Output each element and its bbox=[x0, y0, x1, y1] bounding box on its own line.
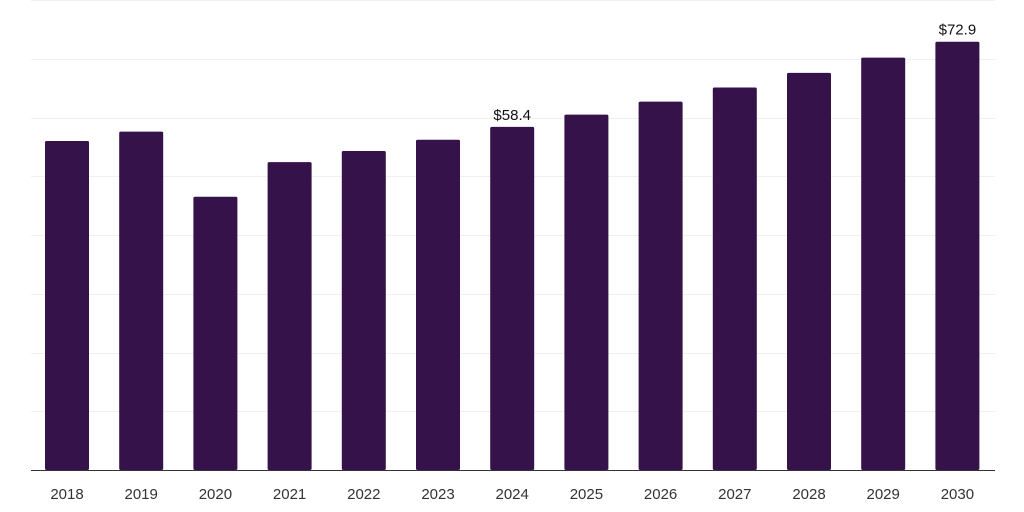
x-tick-label-2024: 2024 bbox=[496, 486, 529, 503]
bar-2024[interactable] bbox=[490, 126, 535, 471]
bars bbox=[45, 41, 980, 471]
data-label-2030: $72.9 bbox=[939, 22, 977, 39]
bar-2027[interactable] bbox=[712, 87, 757, 471]
bar-2029[interactable] bbox=[861, 57, 906, 470]
x-tick-label-2028: 2028 bbox=[792, 486, 825, 503]
bar-2028[interactable] bbox=[787, 72, 831, 471]
data-label-2024: $58.4 bbox=[493, 107, 531, 124]
bar-2025[interactable] bbox=[564, 114, 609, 470]
x-tick-label-2019: 2019 bbox=[125, 486, 158, 503]
bar-2019[interactable] bbox=[119, 131, 164, 470]
x-tick-label-2023: 2023 bbox=[421, 486, 454, 503]
data-labels: $58.4 $72.9 bbox=[493, 22, 976, 124]
bar-2020[interactable] bbox=[193, 196, 238, 471]
bar-2022[interactable] bbox=[341, 151, 386, 470]
x-tick-label-2018: 2018 bbox=[50, 486, 83, 503]
x-tick-label-2027: 2027 bbox=[718, 486, 751, 503]
x-tick-label-2026: 2026 bbox=[644, 486, 677, 503]
x-tick-label-2022: 2022 bbox=[347, 486, 380, 503]
x-tick-label-2030: 2030 bbox=[941, 486, 974, 503]
x-tick-label-2029: 2029 bbox=[867, 486, 900, 503]
x-tick-label-2020: 2020 bbox=[199, 486, 232, 503]
bar-2026[interactable] bbox=[638, 101, 683, 470]
bar-2023[interactable] bbox=[416, 139, 460, 471]
x-axis-tick-labels: 2018 2019 2020 2021 2022 2023 2024 2025 2026 2027… bbox=[50, 486, 974, 503]
bar-2021[interactable] bbox=[267, 162, 312, 470]
bar-2030[interactable] bbox=[935, 41, 980, 470]
x-tick-label-2025: 2025 bbox=[570, 486, 603, 503]
x-tick-label-2021: 2021 bbox=[273, 486, 306, 503]
bar-2018[interactable] bbox=[45, 141, 89, 470]
